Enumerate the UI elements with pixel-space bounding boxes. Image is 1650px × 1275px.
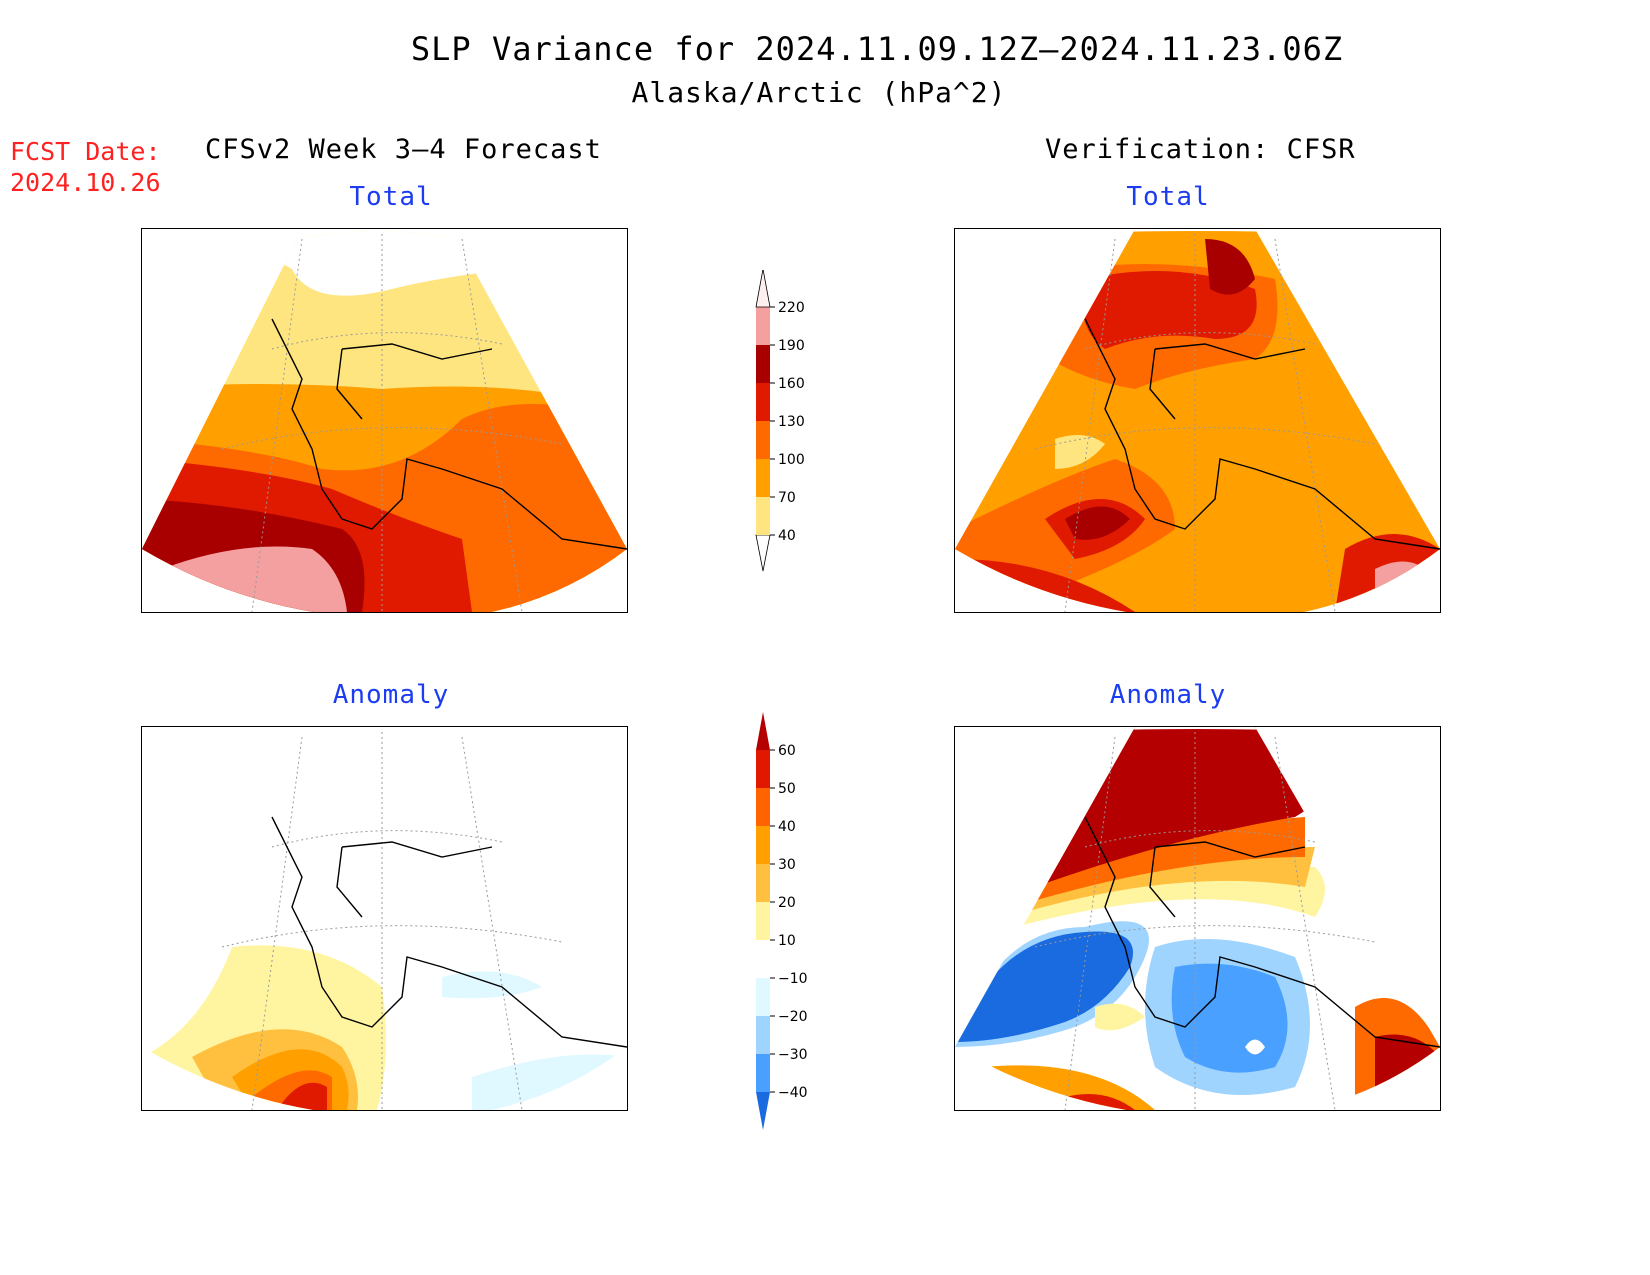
total-colorbar-top-tip (755, 268, 771, 308)
anomaly-colorbar-label: 20 (778, 895, 796, 911)
anomaly-colorbar-label: 40 (778, 819, 796, 835)
total-colorbar-label: 40 (778, 528, 796, 544)
anomaly-colorbar-top-tip (756, 712, 770, 750)
anomaly-colorbar-segment (756, 826, 770, 864)
anomaly-colorbar-bottom-tip (756, 1092, 770, 1130)
anomaly-colorbar-segment (756, 940, 770, 978)
forecast-anomaly-map (141, 726, 628, 1111)
anomaly-colorbar-segment (756, 750, 770, 788)
forecast-total-map (141, 228, 628, 613)
main-subtitle: Alaska/Arctic (hPa^2) (631, 76, 1007, 109)
verification-total-map (954, 228, 1441, 613)
anomaly-colorbar-segment (756, 864, 770, 902)
total-colorbar-label: 190 (778, 338, 805, 354)
total-colorbar: 40 70 100 130 160 190 220 (748, 268, 818, 580)
total-colorbar-segment (756, 421, 770, 459)
anomaly-colorbar-label: −30 (778, 1047, 808, 1063)
anomaly-colorbar-label: −20 (778, 1009, 808, 1025)
anomaly-colorbar-segment (756, 788, 770, 826)
verification-header: Verification: CFSR (1045, 134, 1356, 165)
total-colorbar-label: 100 (778, 452, 805, 468)
total-colorbar-bottom-tip (755, 534, 771, 572)
total-colorbar-segment (756, 307, 770, 345)
fcst-date-value: 2024.10.26 (10, 168, 161, 197)
anomaly-colorbar-label: 60 (778, 743, 796, 759)
verification-total-subtitle: Total (1126, 182, 1210, 212)
anomaly-colorbar-label: 30 (778, 857, 796, 873)
main-title: SLP Variance for 2024.11.09.12Z–2024.11.… (410, 30, 1344, 68)
total-colorbar-segment (756, 345, 770, 383)
forecast-anomaly-subtitle: Anomaly (332, 680, 450, 710)
anomaly-colorbar-label: 10 (778, 933, 796, 949)
anomaly-colorbar-segment (756, 978, 770, 1016)
anomaly-colorbar-segment (756, 902, 770, 940)
anomaly-colorbar: 60 50 40 30 20 10 −10 −20 −30 −40 (748, 710, 818, 1135)
forecast-total-subtitle: Total (349, 182, 433, 212)
total-colorbar-label: 70 (778, 490, 796, 506)
anomaly-colorbar-label: −40 (778, 1085, 808, 1101)
total-colorbar-label: 160 (778, 376, 805, 392)
fcst-date: FCST Date: 2024.10.26 (10, 136, 161, 198)
total-colorbar-segment (756, 497, 770, 535)
total-colorbar-label: 130 (778, 414, 805, 430)
total-colorbar-segment (756, 383, 770, 421)
anomaly-colorbar-label: −10 (778, 971, 808, 987)
total-colorbar-label: 220 (778, 300, 805, 316)
anomaly-colorbar-segment (756, 1054, 770, 1092)
verification-anomaly-map (954, 726, 1441, 1111)
verification-anomaly-subtitle: Anomaly (1109, 680, 1227, 710)
anomaly-colorbar-segment (756, 1016, 770, 1054)
total-colorbar-segment (756, 459, 770, 497)
forecast-header: CFSv2 Week 3–4 Forecast (205, 134, 602, 165)
fcst-date-label: FCST Date: (10, 137, 161, 166)
anomaly-colorbar-label: 50 (778, 781, 796, 797)
